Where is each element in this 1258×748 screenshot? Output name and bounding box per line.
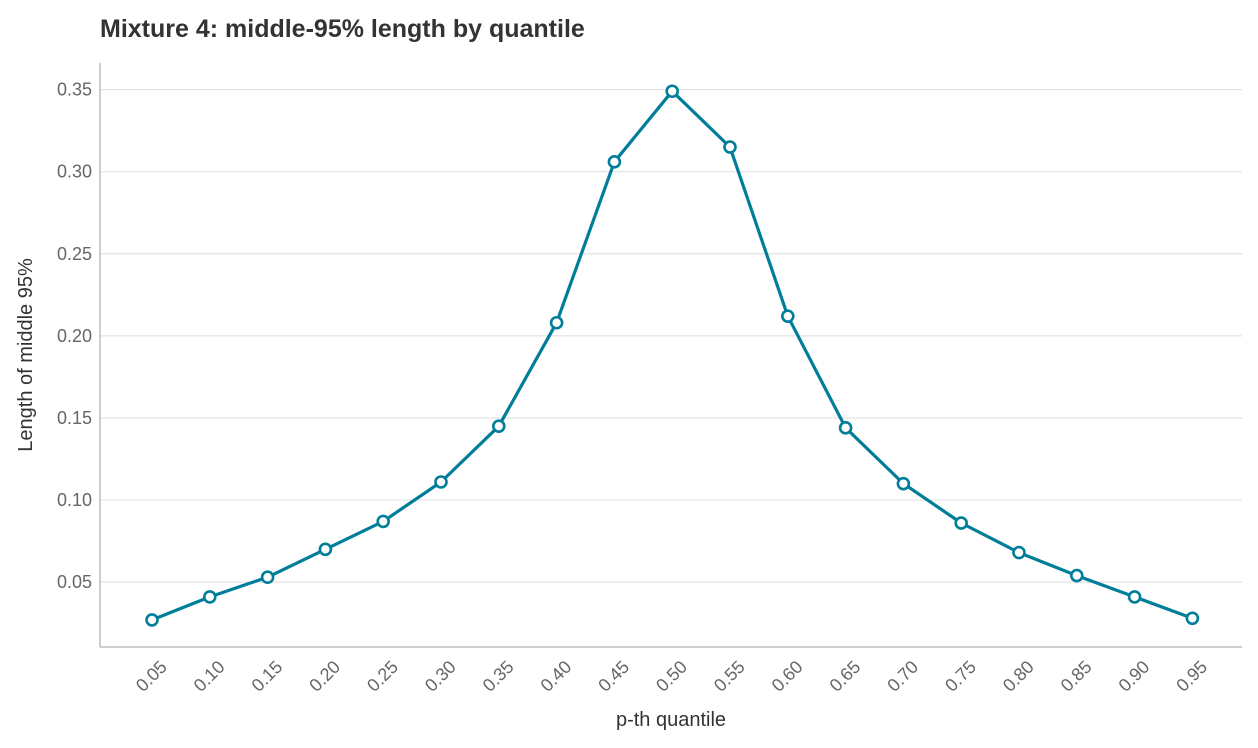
data-point-0.40 <box>549 315 564 330</box>
x-tick-label: 0.80 <box>999 657 1038 696</box>
x-tick-label: 0.15 <box>248 657 287 696</box>
data-point-0.35 <box>491 419 506 433</box>
data-point-0.05 <box>145 613 159 627</box>
x-tick-label: 0.90 <box>1115 657 1154 696</box>
x-tick-label: 0.60 <box>768 657 807 696</box>
data-point-markers <box>145 84 1200 627</box>
x-tick-label: 0.20 <box>305 657 344 696</box>
x-tick-label: 0.35 <box>479 657 518 696</box>
y-tick-label: 0.20 <box>57 326 92 346</box>
data-point-0.65 <box>838 421 853 435</box>
x-tick-label: 0.30 <box>421 657 460 696</box>
data-point-0.90 <box>1127 590 1142 604</box>
x-tick-label: 0.75 <box>941 657 980 696</box>
chart-title: Mixture 4: middle-95% length by quantile <box>100 15 585 43</box>
data-point-0.95 <box>1185 611 1200 626</box>
data-point-0.30 <box>434 475 448 489</box>
data-point-0.10 <box>203 590 217 604</box>
data-point-0.80 <box>1012 545 1026 560</box>
x-tick-label: 0.50 <box>652 657 691 696</box>
y-tick-label: 0.30 <box>57 162 92 182</box>
x-axis-label: p-th quantile <box>616 709 726 731</box>
x-tick-label: 0.05 <box>132 657 171 696</box>
y-axis-label: Length of middle 95% <box>15 258 37 452</box>
x-tick-label: 0.40 <box>537 657 576 696</box>
data-point-0.50 <box>665 84 680 99</box>
data-point-0.55 <box>723 140 737 154</box>
x-tick-label: 0.55 <box>710 657 749 696</box>
data-point-0.75 <box>954 516 969 530</box>
y-tick-label: 0.35 <box>57 80 92 100</box>
data-point-0.45 <box>607 155 622 169</box>
x-tick-label: 0.70 <box>883 657 922 696</box>
x-tick-label: 0.95 <box>1172 657 1211 696</box>
data-point-0.25 <box>376 514 391 529</box>
y-tick-labels: 0.05 0.10 0.15 0.20 0.25 0.30 0.35 <box>57 80 92 593</box>
y-tick-label: 0.05 <box>57 572 92 592</box>
x-tick-label: 0.45 <box>594 657 633 696</box>
data-point-0.60 <box>780 309 795 323</box>
data-point-0.85 <box>1070 568 1084 583</box>
x-tick-label: 0.10 <box>190 657 229 696</box>
data-point-0.20 <box>318 542 333 557</box>
x-tick-labels: 0.05 0.10 0.15 0.20 0.25 0.30 0.35 0.40 0.45 0.50… <box>132 657 1211 696</box>
y-tick-label: 0.25 <box>57 244 92 264</box>
data-point-0.15 <box>260 570 275 585</box>
y-tick-label: 0.15 <box>57 408 92 428</box>
x-tick-label: 0.65 <box>826 657 865 696</box>
y-tick-label: 0.10 <box>57 490 92 510</box>
x-tick-label: 0.85 <box>1057 657 1096 696</box>
series-line <box>150 89 1194 622</box>
x-tick-label: 0.25 <box>363 657 402 696</box>
gridlines <box>100 88 1242 583</box>
data-point-0.70 <box>896 476 911 491</box>
